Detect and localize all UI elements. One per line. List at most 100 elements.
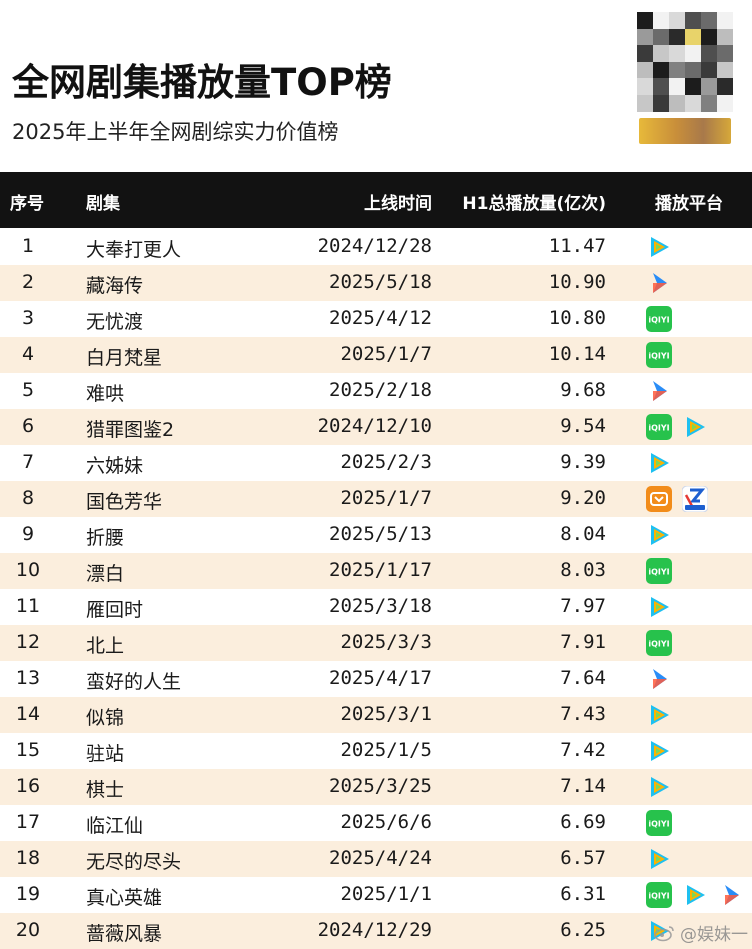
table-row: 16 棋士 2025/3/25 7.14	[0, 769, 752, 805]
watermark-text: @娱妹一	[680, 925, 748, 945]
drama-name-cell: 蛮好的人生	[86, 671, 182, 693]
table-row: 1 大奉打更人 2024/12/28 11.47	[0, 229, 752, 265]
table-row: 10 漂白 2025/1/17 8.03 iQIYI	[0, 553, 752, 589]
plays-cell: 6.31	[560, 883, 606, 905]
release-date-cell: 2025/4/24	[329, 847, 432, 869]
platform-cell	[646, 846, 672, 872]
release-date-cell: 2024/12/29	[317, 919, 432, 941]
plays-cell: 10.80	[548, 307, 606, 329]
svg-text:iQIYI: iQIYI	[648, 640, 669, 649]
rank-cell: 7	[21, 451, 35, 473]
page-title: 全网剧集播放量TOP榜	[12, 61, 392, 104]
release-date-cell: 2025/6/6	[340, 811, 432, 833]
platform-cell: iQIYI	[646, 882, 744, 908]
plays-cell: 7.97	[560, 595, 606, 617]
table-row: 5 难哄 2025/2/18 9.68	[0, 373, 752, 409]
table-row: 17 临江仙 2025/6/6 6.69 iQIYI	[0, 805, 752, 841]
rank-cell: 19	[15, 883, 41, 905]
platform-cell: iQIYI	[646, 342, 672, 368]
svg-text:iQIYI: iQIYI	[648, 424, 669, 433]
rank-cell: 17	[15, 811, 41, 833]
platform-cell	[646, 702, 672, 728]
plays-cell: 9.68	[560, 379, 606, 401]
svg-text:iQIYI: iQIYI	[648, 352, 669, 361]
tencent-video-icon	[646, 234, 672, 260]
weibo-icon	[654, 925, 674, 941]
release-date-cell: 2025/1/17	[329, 559, 432, 581]
plays-cell: 10.90	[548, 271, 606, 293]
drama-name-cell: 似锦	[86, 707, 125, 729]
youku-icon	[646, 378, 672, 404]
table-row: 8 国色芳华 2025/1/7 9.20	[0, 481, 752, 517]
iqiyi-icon: iQIYI	[646, 414, 672, 440]
drama-name-cell: 北上	[86, 635, 125, 657]
platform-cell	[646, 486, 708, 512]
mosaic-logo-icon	[637, 12, 733, 144]
iqiyi-icon: iQIYI	[646, 630, 672, 656]
plays-cell: 10.14	[548, 343, 606, 365]
table-row: 11 雁回时 2025/3/18 7.97	[0, 589, 752, 625]
rank-cell: 8	[21, 487, 35, 509]
release-date-cell: 2025/3/3	[340, 631, 432, 653]
release-date-cell: 2025/3/25	[329, 775, 432, 797]
release-date-cell: 2024/12/10	[317, 415, 432, 437]
plays-cell: 6.69	[560, 811, 606, 833]
svg-text:iQIYI: iQIYI	[648, 820, 669, 829]
rank-cell: 13	[15, 667, 41, 689]
svg-text:iQIYI: iQIYI	[648, 892, 669, 901]
drama-name-cell: 折腰	[86, 527, 125, 549]
plays-cell: 9.39	[560, 451, 606, 473]
release-date-cell: 2024/12/28	[317, 235, 432, 257]
table-row: 19 真心英雄 2025/1/1 6.31 iQIYI	[0, 877, 752, 913]
drama-name-cell: 雁回时	[86, 599, 144, 621]
tencent-video-icon	[646, 738, 672, 764]
svg-text:iQIYI: iQIYI	[648, 568, 669, 577]
drama-name-cell: 大奉打更人	[86, 239, 182, 261]
rank-cell: 5	[21, 379, 35, 401]
release-date-cell: 2025/4/17	[329, 667, 432, 689]
rank-cell: 20	[15, 919, 41, 941]
platform-cell	[646, 270, 672, 296]
platform-cell: iQIYI	[646, 414, 708, 440]
table-row: 15 驻站 2025/1/5 7.42	[0, 733, 752, 769]
iqiyi-icon: iQIYI	[646, 342, 672, 368]
ranking-table-body: 1 大奉打更人 2024/12/28 11.47 2 藏海传 2025/5/18 10.90 3…	[0, 229, 752, 949]
drama-name-cell: 无忧渡	[86, 311, 144, 333]
platform-cell	[646, 378, 672, 404]
plays-cell: 11.47	[548, 235, 606, 257]
release-date-cell: 2025/1/7	[340, 487, 432, 509]
platform-cell	[646, 450, 672, 476]
table-row: 7 六姊妹 2025/2/3 9.39	[0, 445, 752, 481]
rank-cell: 11	[15, 595, 41, 617]
tencent-video-icon	[646, 846, 672, 872]
plays-cell: 7.64	[560, 667, 606, 689]
platform-cell: iQIYI	[646, 306, 672, 332]
release-date-cell: 2025/5/18	[329, 271, 432, 293]
rank-cell: 4	[21, 343, 35, 365]
rank-cell: 9	[21, 523, 35, 545]
mango-tv-icon	[646, 486, 672, 512]
rank-cell: 10	[15, 559, 41, 581]
table-row: 13 蛮好的人生 2025/4/17 7.64	[0, 661, 752, 697]
iqiyi-icon: iQIYI	[646, 558, 672, 584]
drama-name-cell: 临江仙	[86, 815, 144, 837]
page-subtitle: 2025年上半年全网剧综实力价值榜	[12, 120, 339, 144]
drama-name-cell: 国色芳华	[86, 491, 163, 513]
platform-cell: iQIYI	[646, 558, 672, 584]
release-date-cell: 2025/2/3	[340, 451, 432, 473]
rank-cell: 1	[21, 235, 35, 257]
table-row: 6 猎罪图鉴2 2024/12/10 9.54 iQIYI	[0, 409, 752, 445]
drama-name-cell: 棋士	[86, 779, 125, 801]
tencent-video-icon	[646, 522, 672, 548]
rank-cell: 3	[21, 307, 35, 329]
drama-name-cell: 驻站	[86, 743, 125, 765]
table-row: 18 无尽的尽头 2025/4/24 6.57	[0, 841, 752, 877]
youku-icon	[646, 270, 672, 296]
plays-cell: 8.04	[560, 523, 606, 545]
watermark: @娱妹一	[654, 920, 748, 945]
svg-text:iQIYI: iQIYI	[648, 316, 669, 325]
platform-cell: iQIYI	[646, 810, 672, 836]
platform-cell	[646, 738, 672, 764]
cctv-icon	[682, 486, 708, 512]
platform-cell	[646, 522, 672, 548]
